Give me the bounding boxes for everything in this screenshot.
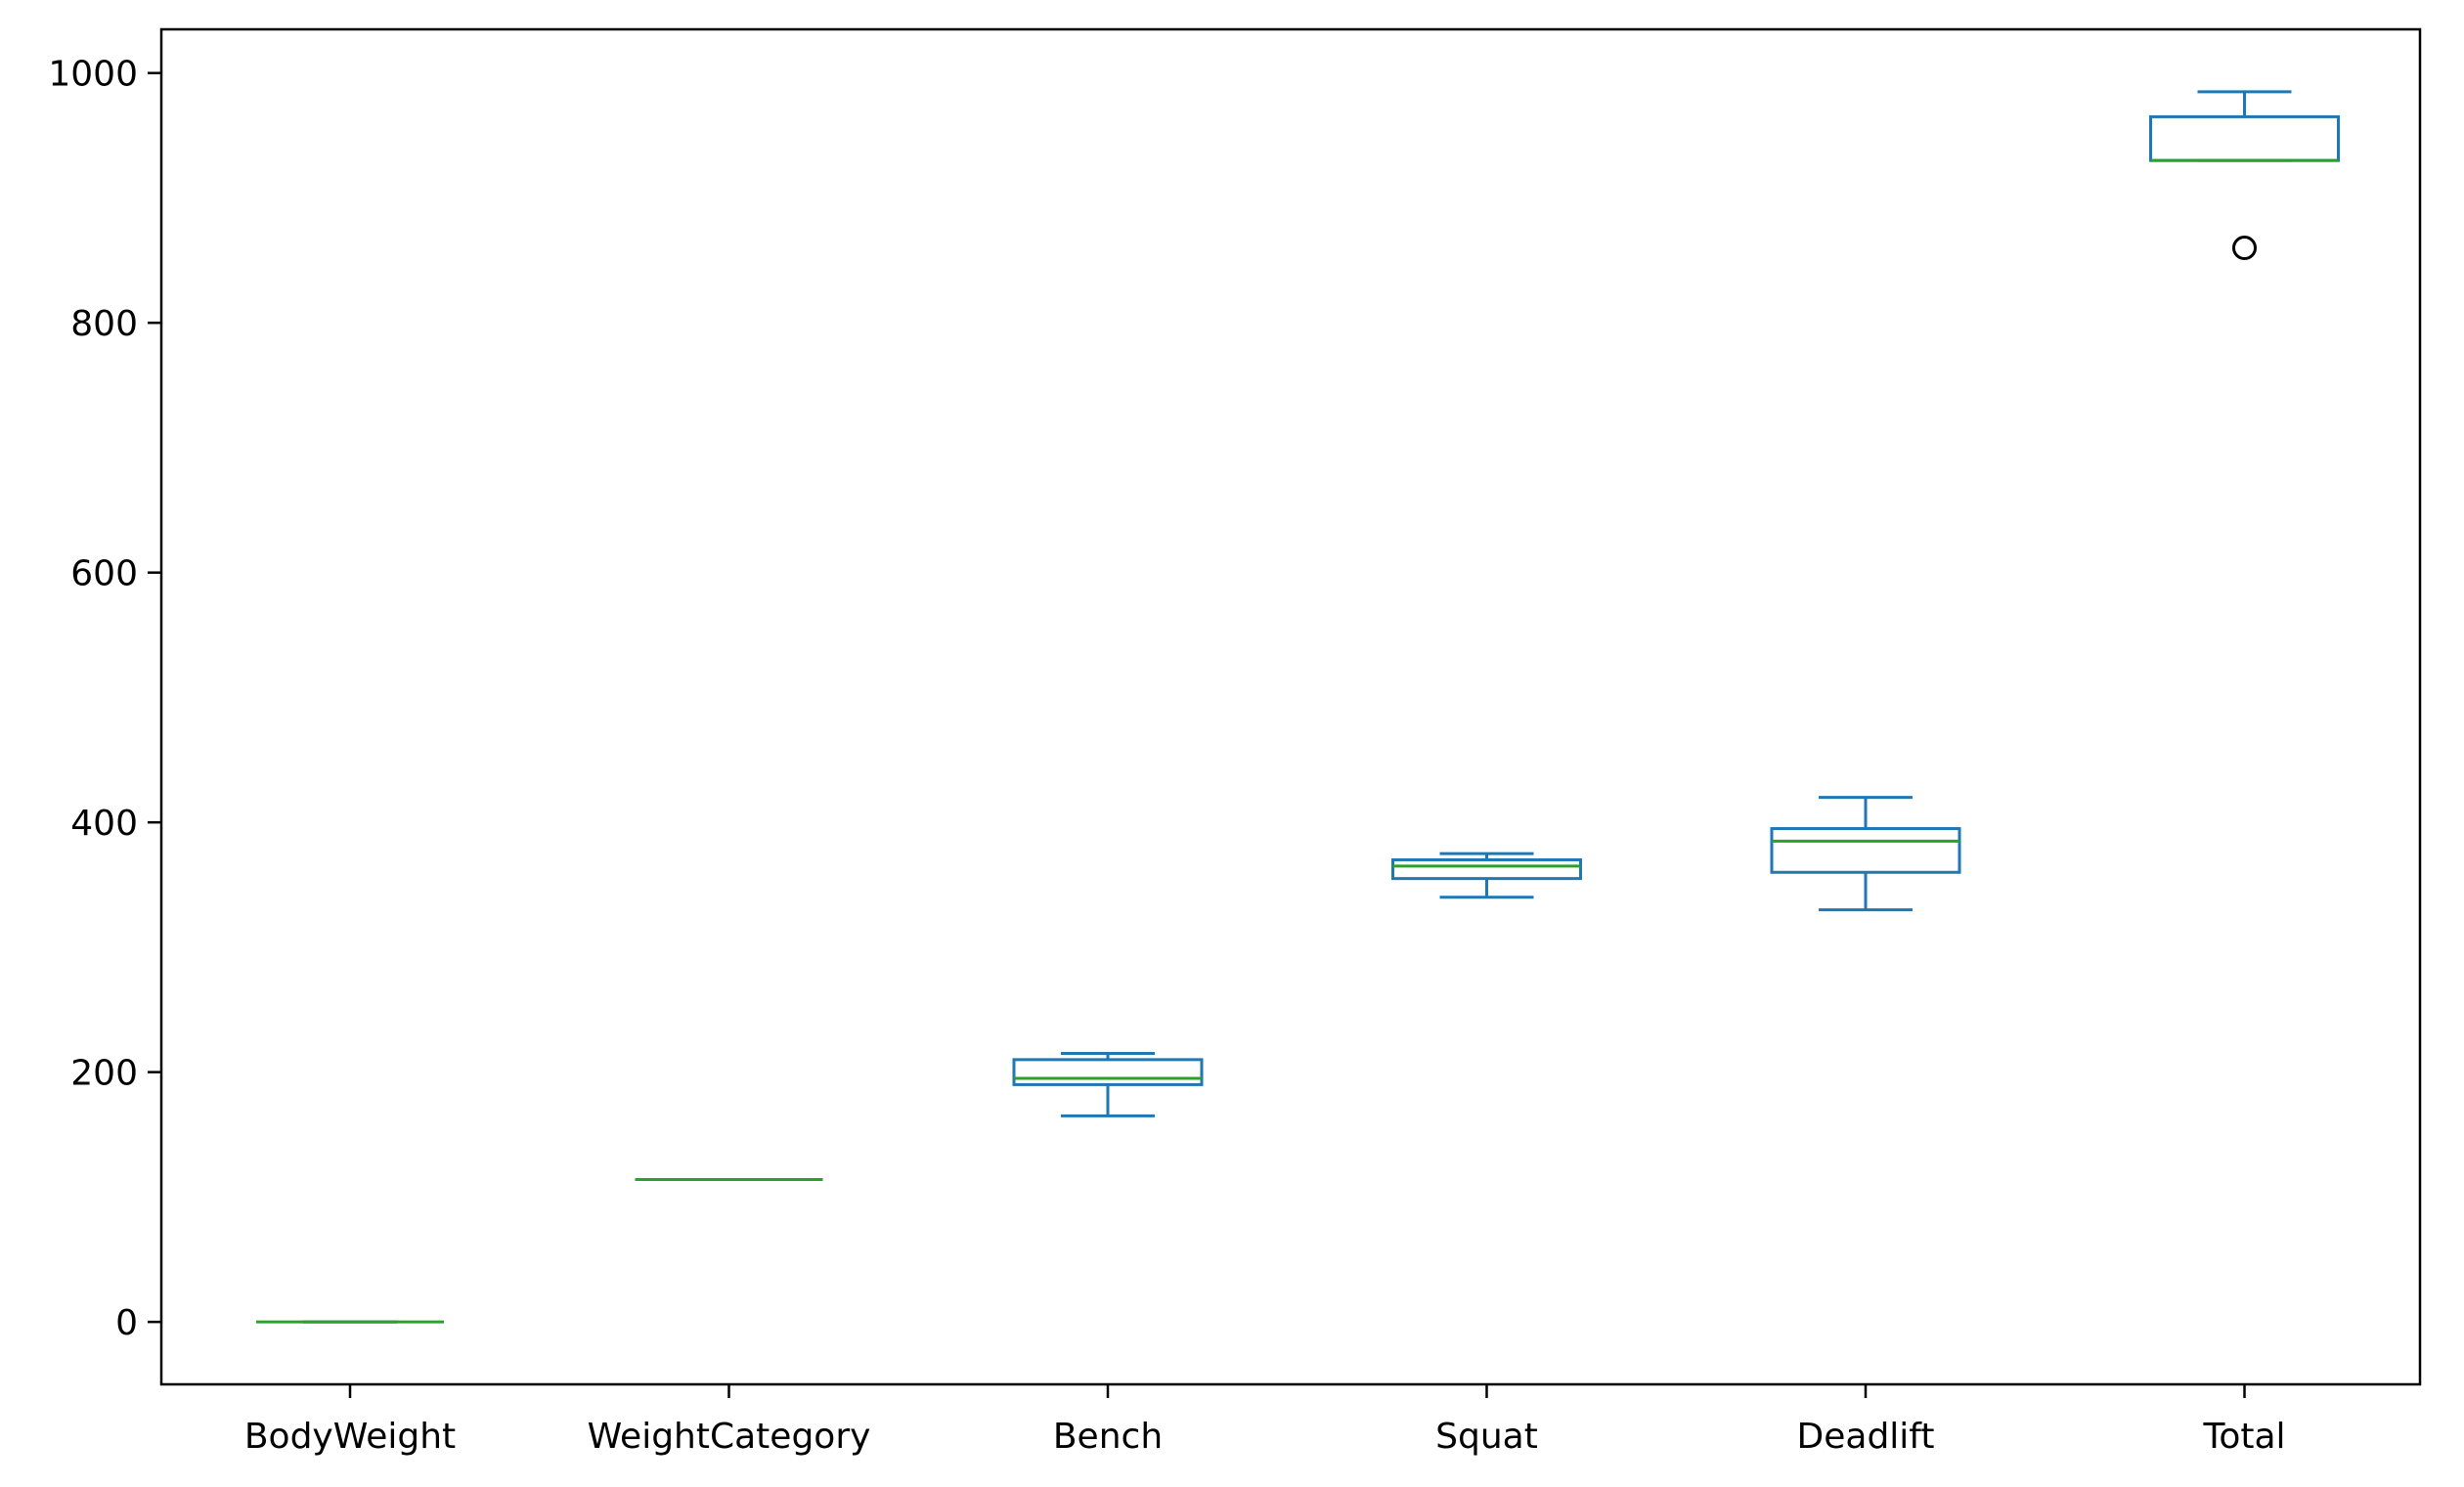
x-tick-label: WeightCategory	[588, 1417, 871, 1457]
y-tick-label: 800	[70, 304, 138, 344]
y-axis: 0 200 400 600 800 1000	[48, 55, 161, 1343]
box-squat	[1391, 852, 1582, 899]
box-total	[2149, 90, 2340, 261]
y-tick-label: 1000	[48, 55, 138, 95]
box-deadlift	[1770, 796, 1961, 912]
y-tick-label: 600	[70, 554, 138, 594]
y-tick-label: 0	[115, 1303, 138, 1343]
iqr-box	[2149, 114, 2340, 162]
x-tick-label: Deadlift	[1797, 1417, 1935, 1457]
plot-marks	[256, 90, 2340, 1324]
iqr-box	[1391, 857, 1582, 881]
y-tick-label: 200	[70, 1054, 138, 1094]
x-tick-label: Bench	[1053, 1417, 1163, 1457]
x-axis: BodyWeight WeightCategory Bench Squat Deadli…	[244, 1384, 2286, 1457]
plot-frame	[159, 27, 2422, 1386]
x-tick-label: BodyWeight	[244, 1417, 456, 1457]
box-bench	[1012, 1051, 1204, 1117]
iqr-box	[1012, 1058, 1204, 1086]
outlier-point	[2232, 236, 2257, 261]
iqr-box	[1770, 827, 1961, 874]
x-tick-label: Squat	[1435, 1417, 1538, 1457]
y-tick-label: 400	[70, 804, 138, 844]
x-tick-label: Total	[2202, 1417, 2285, 1457]
